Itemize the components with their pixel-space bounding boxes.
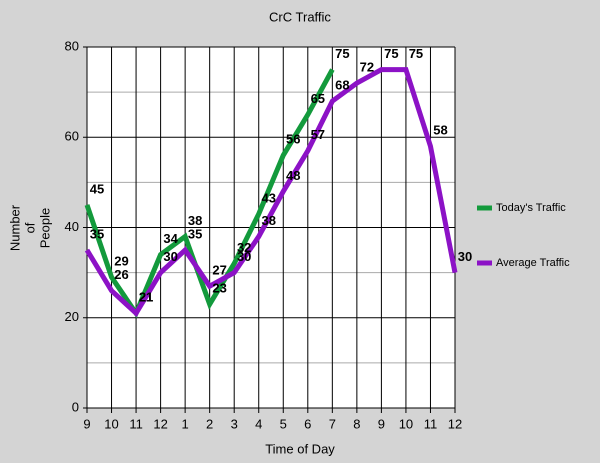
value-label: 21 xyxy=(139,290,153,305)
value-label: 29 xyxy=(114,254,128,269)
x-tick-label: 4 xyxy=(255,416,262,431)
x-tick-label: 10 xyxy=(104,416,118,431)
x-tick-label: 10 xyxy=(399,416,413,431)
value-label: 35 xyxy=(90,227,104,242)
y-tick-label: 60 xyxy=(65,129,79,144)
value-label: 30 xyxy=(458,249,472,264)
value-label: 75 xyxy=(335,46,349,61)
value-label: 75 xyxy=(384,46,398,61)
x-tick-label: 11 xyxy=(129,416,143,431)
value-label: 57 xyxy=(311,127,325,142)
x-tick-label: 1 xyxy=(182,416,189,431)
x-tick-label: 3 xyxy=(231,416,238,431)
y-axis-title: People xyxy=(37,208,52,248)
line xyxy=(84,68,335,319)
value-label: 72 xyxy=(360,60,374,75)
value-label: 45 xyxy=(90,181,104,196)
value-label: 38 xyxy=(261,213,275,228)
x-tick-label: 6 xyxy=(304,416,311,431)
value-label: 65 xyxy=(311,91,325,106)
y-tick-label: 40 xyxy=(65,219,79,234)
value-label: 43 xyxy=(261,190,275,205)
x-axis-title: Time of Day xyxy=(265,441,335,456)
value-label: 23 xyxy=(212,281,226,296)
value-label: 68 xyxy=(335,78,349,93)
x-tick-label: 7 xyxy=(329,416,336,431)
x-tick-label: 8 xyxy=(353,416,360,431)
line xyxy=(84,67,458,318)
value-label: 30 xyxy=(237,249,251,264)
x-tick-label: 5 xyxy=(280,416,287,431)
value-label: 21 xyxy=(139,290,153,305)
legend-label: Today's Traffic xyxy=(496,202,566,214)
y-tick-label: 20 xyxy=(65,309,79,324)
x-tick-label: 9 xyxy=(378,416,385,431)
x-tick-label: 11 xyxy=(424,416,438,431)
legend-label: Average Traffic xyxy=(496,257,570,269)
value-label: 30 xyxy=(163,249,177,264)
value-label: 58 xyxy=(433,123,447,138)
y-tick-label: 80 xyxy=(65,38,79,53)
value-label: 38 xyxy=(188,213,202,228)
x-tick-label: 12 xyxy=(448,416,462,431)
value-label: 35 xyxy=(188,227,202,242)
value-label: 56 xyxy=(286,132,300,147)
chart-title: CrC Traffic xyxy=(269,9,331,24)
value-label: 34 xyxy=(163,231,178,246)
value-label: 26 xyxy=(114,267,128,282)
y-axis-title: Number xyxy=(7,204,22,251)
x-tick-label: 9 xyxy=(83,416,90,431)
x-tick-label: 12 xyxy=(153,416,167,431)
y-tick-label: 0 xyxy=(72,399,79,414)
x-tick-label: 2 xyxy=(206,416,213,431)
value-label: 27 xyxy=(212,263,226,278)
value-label: 48 xyxy=(286,168,300,183)
value-label: 75 xyxy=(409,46,423,61)
value-label: 32 xyxy=(237,240,251,255)
y-axis-title: of xyxy=(22,222,37,233)
